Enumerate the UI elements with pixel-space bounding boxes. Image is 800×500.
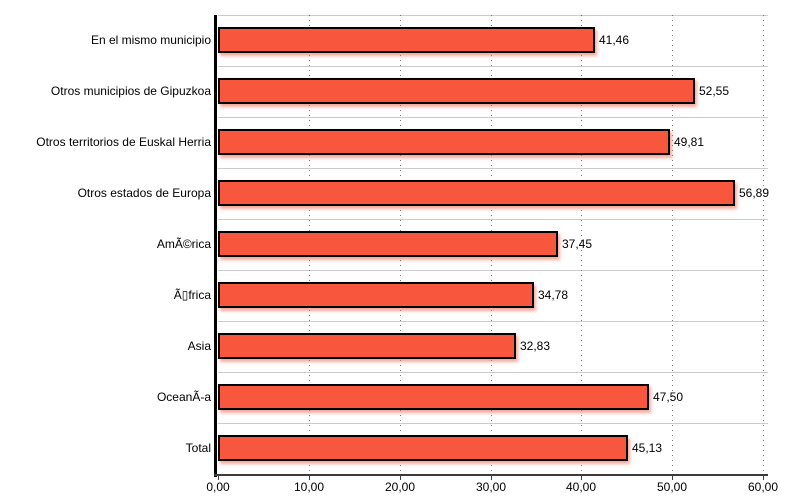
bar [218, 129, 670, 155]
y-axis-line [214, 15, 217, 477]
x-tick-label: 40,00 [565, 480, 597, 494]
x-tick-mark [309, 476, 310, 480]
x-tick-mark [218, 476, 219, 480]
value-label: 56,89 [739, 186, 770, 200]
category-label: Otros territorios de Euskal Herria [36, 135, 211, 149]
value-label: 49,81 [674, 135, 705, 149]
category-label: Total [185, 441, 211, 455]
bar [218, 78, 695, 104]
bar [218, 333, 516, 359]
bar [218, 27, 595, 53]
row-separator [218, 372, 768, 373]
row-separator [218, 168, 768, 169]
x-axis-line [214, 474, 768, 476]
category-label: Otros estados de Europa [77, 186, 211, 200]
category-label: AmÃ©rica [156, 237, 211, 251]
value-label: 47,50 [653, 390, 684, 404]
category-label: Asia [187, 339, 211, 353]
x-tick-label: 30,00 [475, 480, 507, 494]
x-tick-mark [400, 476, 401, 480]
row-separator [218, 270, 768, 271]
category-label: Otros municipios de Gipuzkoa [50, 84, 211, 98]
x-tick-label: 60,00 [747, 480, 779, 494]
x-tick-label: 10,00 [293, 480, 325, 494]
x-tick-mark [491, 476, 492, 480]
row-separator [218, 117, 768, 118]
row-separator [218, 423, 768, 424]
bar [218, 282, 534, 308]
category-label: En el mismo municipio [90, 33, 211, 47]
category-label: Ã▯frica [173, 288, 211, 302]
x-tick-label: 20,00 [384, 480, 416, 494]
gridline [763, 15, 764, 474]
row-separator [218, 66, 768, 67]
value-label: 37,45 [562, 237, 593, 251]
bar [218, 384, 649, 410]
gridline [581, 15, 582, 474]
x-tick-label: 0,00 [206, 480, 230, 494]
bar [218, 231, 558, 257]
value-label: 32,83 [520, 339, 551, 353]
row-separator [218, 321, 768, 322]
bar [218, 435, 628, 461]
value-label: 45,13 [632, 441, 663, 455]
value-label: 41,46 [599, 33, 630, 47]
x-tick-mark [763, 476, 764, 480]
row-separator [218, 15, 768, 16]
x-tick-label: 50,00 [656, 480, 688, 494]
category-label: OceanÃ-a [156, 390, 211, 404]
value-label: 34,78 [538, 288, 569, 302]
bar [218, 180, 735, 206]
x-tick-mark [581, 476, 582, 480]
row-separator [218, 219, 768, 220]
x-tick-mark [672, 476, 673, 480]
value-label: 52,55 [699, 84, 730, 98]
gridline [672, 15, 673, 474]
